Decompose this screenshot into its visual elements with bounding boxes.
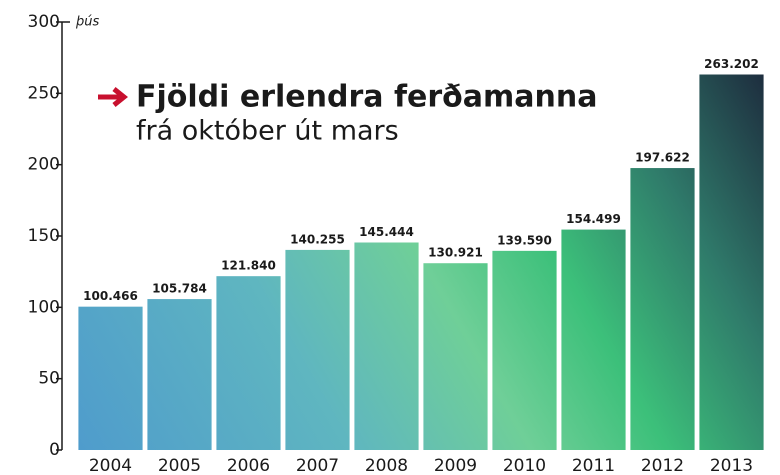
x-tick-label: 2013: [710, 456, 753, 475]
x-tick-label: 2009: [434, 456, 477, 475]
x-tick-label: 2012: [641, 456, 684, 475]
bar: [423, 263, 487, 450]
title-arrow: [98, 89, 124, 105]
value-label: 139.590: [497, 233, 552, 247]
bar: [147, 299, 211, 450]
chart-title: Fjöldi erlendra ferðamanna: [136, 80, 597, 115]
chart: þús Fjöldi erlendra ferðamanna frá októb…: [0, 0, 780, 475]
value-label: 130.921: [428, 246, 483, 260]
value-label: 145.444: [359, 225, 414, 239]
y-tick-label: 250: [28, 83, 60, 103]
value-label: 105.784: [152, 282, 207, 296]
value-label: 121.840: [221, 259, 276, 273]
x-tick-label: 2011: [572, 456, 615, 475]
bar: [216, 276, 280, 450]
x-tick-label: 2010: [503, 456, 546, 475]
y-tick-label: 200: [28, 155, 60, 175]
bar: [285, 250, 349, 450]
x-tick-label: 2008: [365, 456, 408, 475]
bar: [492, 251, 556, 450]
value-label: 140.255: [290, 232, 345, 246]
value-label: 263.202: [704, 57, 759, 71]
y-tick-label: 300: [28, 12, 60, 32]
bar: [561, 230, 625, 450]
bar: [78, 307, 142, 450]
y-tick-label: 100: [28, 297, 60, 317]
bar: [699, 74, 763, 450]
chart-subtitle: frá október út mars: [136, 116, 399, 147]
x-tick-label: 2005: [158, 456, 201, 475]
value-label: 154.499: [566, 212, 621, 226]
y-unit: þús: [75, 15, 99, 30]
value-label: 197.622: [635, 151, 690, 165]
x-tick-label: 2006: [227, 456, 270, 475]
y-tick-label: 150: [28, 226, 60, 246]
value-label: 100.466: [83, 289, 138, 303]
bar: [630, 168, 694, 450]
x-tick-label: 2004: [89, 456, 132, 475]
bar: [354, 242, 418, 450]
x-tick-label: 2007: [296, 456, 339, 475]
